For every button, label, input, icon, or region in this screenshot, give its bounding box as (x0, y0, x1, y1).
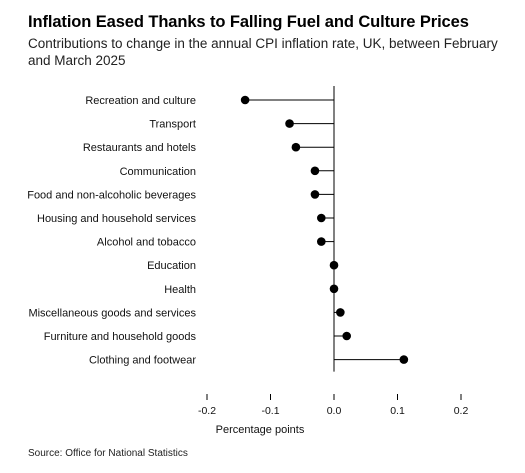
x-axis-title: Percentage points (216, 424, 305, 436)
x-tick-label: -0.1 (261, 405, 279, 417)
category-label: Housing and household services (37, 213, 196, 225)
source-note: Source: Office for National Statistics (28, 448, 188, 459)
chart-title: Inflation Eased Thanks to Falling Fuel a… (28, 13, 469, 31)
data-point (291, 142, 301, 152)
data-point (240, 95, 250, 105)
x-tick-label: 0.0 (327, 405, 342, 417)
category-label: Communication (120, 166, 196, 178)
category-label: Education (147, 260, 196, 272)
x-tick-label: 0.2 (454, 405, 469, 417)
category-label: Restaurants and hotels (83, 142, 197, 154)
category-label: Recreation and culture (85, 95, 196, 107)
data-point (285, 119, 294, 128)
data-point (399, 355, 409, 364)
category-label: Health (164, 284, 196, 296)
data-point (336, 308, 345, 317)
data-point (329, 260, 339, 270)
category-label: Transport (149, 119, 196, 131)
category-label: Food and non-alcoholic beverages (27, 189, 196, 201)
category-label: Clothing and footwear (89, 355, 196, 367)
data-point (310, 190, 320, 199)
chart-subtitle: Contributions to change in the annual CP… (28, 36, 498, 68)
category-label: Furniture and household goods (44, 331, 197, 343)
category-label: Alcohol and tobacco (97, 237, 196, 249)
data-point (342, 331, 352, 341)
data-point (310, 166, 320, 176)
data-point (329, 284, 339, 294)
x-tick-label: -0.2 (198, 405, 216, 417)
data-point (317, 213, 326, 223)
x-tick-label: 0.1 (390, 405, 405, 417)
data-point (317, 237, 326, 246)
category-label: Miscellaneous goods and services (28, 307, 196, 319)
